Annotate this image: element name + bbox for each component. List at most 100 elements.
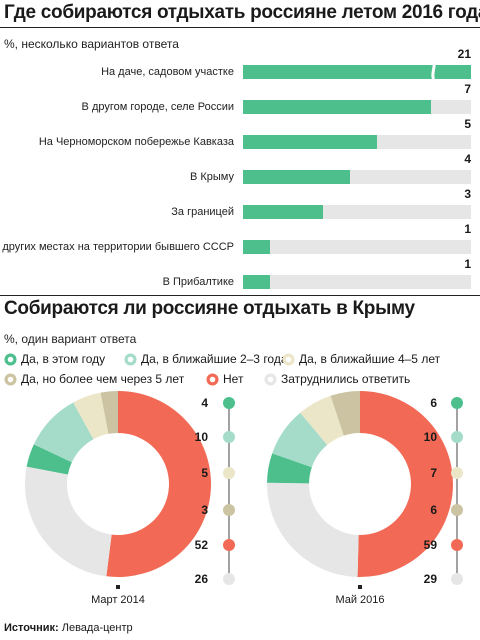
legend-icon-hole (209, 376, 216, 382)
bar-track (243, 135, 471, 149)
donut-slice (357, 391, 453, 577)
donut-slice (73, 392, 109, 440)
donut-value-label: 29 (423, 572, 437, 586)
bar-value-label: 1 (464, 257, 471, 271)
legend-label: Нет (223, 372, 244, 386)
donut-slice (267, 482, 359, 577)
donut-value-marker (451, 397, 463, 409)
donut-value-label: 6 (430, 396, 437, 410)
bar-category-label: На даче, садовом участке (101, 66, 234, 78)
legend-item: Нет (206, 372, 243, 386)
donut-caption: Март 2014 (91, 594, 145, 606)
donut-subtitle: %, один вариант ответа (4, 332, 137, 346)
bar-track (243, 60, 471, 84)
donut-value-marker (223, 573, 235, 585)
bar-track (243, 275, 471, 289)
bar-track (243, 240, 471, 254)
bar-category-label: В Прибалтике (162, 276, 234, 288)
bar-track (243, 205, 471, 219)
donut-slice (300, 395, 344, 445)
donut-value-marker (451, 467, 463, 479)
bar (243, 275, 270, 289)
source-line: Источник: Левада-центр (4, 622, 133, 634)
bar-category-label: За границей (171, 206, 234, 218)
legend-item: Да, в ближайшие 4–5 лет (282, 352, 440, 366)
legend-donut-icon (4, 373, 17, 385)
bar (243, 100, 431, 114)
donut-slice (267, 453, 312, 484)
bar-value-label: 3 (464, 187, 471, 201)
source-text: Левада-центр (61, 622, 133, 634)
legend-label: Затруднились ответить (281, 372, 411, 386)
donut-slice (330, 391, 360, 436)
donut-value-marker (223, 397, 235, 409)
donut-value-label: 6 (430, 503, 437, 517)
bar-category-label: В Крыму (189, 171, 234, 183)
legend-item: Да, в ближайшие 2–3 года (124, 352, 288, 366)
donut-value-label: 10 (423, 430, 437, 444)
section-divider (0, 295, 480, 296)
legend-donut-icon (206, 373, 219, 385)
donut-value-label: 26 (194, 572, 208, 586)
legend-item: Да, но более чем через 5 лет (4, 372, 184, 386)
donut-value-marker (223, 504, 235, 516)
bar-value-label: 1 (464, 222, 471, 236)
donut-value-label: 10 (194, 430, 208, 444)
donut-value-label: 4 (201, 396, 208, 410)
bar (243, 240, 270, 254)
donut-slice (100, 391, 118, 434)
legend-donut-icon (4, 353, 17, 365)
legend-item: Затруднились ответить (264, 372, 410, 386)
chart-subtitle: %, несколько вариантов ответа (4, 37, 179, 51)
donut-value-marker (223, 467, 235, 479)
source-label: Источник: (4, 622, 59, 634)
legend-label: Да, но более чем через 5 лет (21, 372, 185, 386)
bar-track (243, 170, 471, 184)
bar-category-label: В другом городе, селе России (81, 101, 234, 113)
donut-value-label: 7 (430, 466, 437, 480)
bar-value-label: 4 (464, 152, 471, 166)
caption-marker (116, 585, 120, 589)
legend-icon-hole (285, 356, 292, 362)
donut-value-label: 5 (201, 466, 208, 480)
bar-value-label: 7 (464, 82, 471, 96)
axis-break-line (430, 60, 437, 84)
legend-icon-hole (7, 356, 14, 362)
donut-caption: Май 2016 (335, 594, 385, 606)
donut-slice (106, 391, 211, 577)
donut-charts (25, 391, 463, 589)
donut-value-marker (451, 573, 463, 585)
donut-section-title: Собираются ли россияне отдыхать в Крыму (4, 298, 415, 319)
bar-value-label: 5 (464, 117, 471, 131)
donut-value-label: 52 (194, 538, 208, 552)
bar-track (243, 100, 471, 114)
bar-value-label: 21 (457, 47, 471, 61)
bar (243, 205, 324, 219)
chart-title: Где собираются отдыхать россияне летом 2… (4, 2, 480, 23)
donut-value-label: 3 (201, 503, 208, 517)
legend-item: Да, в этом году (4, 352, 105, 366)
caption-marker (358, 585, 362, 589)
legend-donut-icon (264, 373, 277, 385)
donut-value-marker (223, 539, 235, 551)
donut-slice (25, 466, 112, 577)
bar (243, 170, 351, 184)
donut-value-marker (223, 431, 235, 443)
legend-label: Да, в ближайшие 2–3 года (141, 352, 288, 366)
donut-value-marker (451, 504, 463, 516)
donut-value-marker (451, 539, 463, 551)
donut-value-label: 59 (423, 538, 437, 552)
axis-break-mark (430, 60, 437, 84)
donut-slice (33, 402, 94, 463)
legend-icon-hole (267, 376, 274, 382)
legend-donut-icon (124, 353, 137, 365)
legend-donut-icon (282, 353, 295, 365)
title-divider (0, 27, 480, 28)
legend-icon-hole (7, 376, 14, 382)
bar-category-label: На Черноморском побережье Кавказа (38, 136, 234, 148)
bar (243, 135, 378, 149)
bar-category-label: В других местах на территории бывшего СС… (0, 241, 234, 253)
donut-slice (26, 444, 72, 475)
bar (243, 65, 471, 79)
legend-label: Да, в этом году (21, 352, 106, 366)
